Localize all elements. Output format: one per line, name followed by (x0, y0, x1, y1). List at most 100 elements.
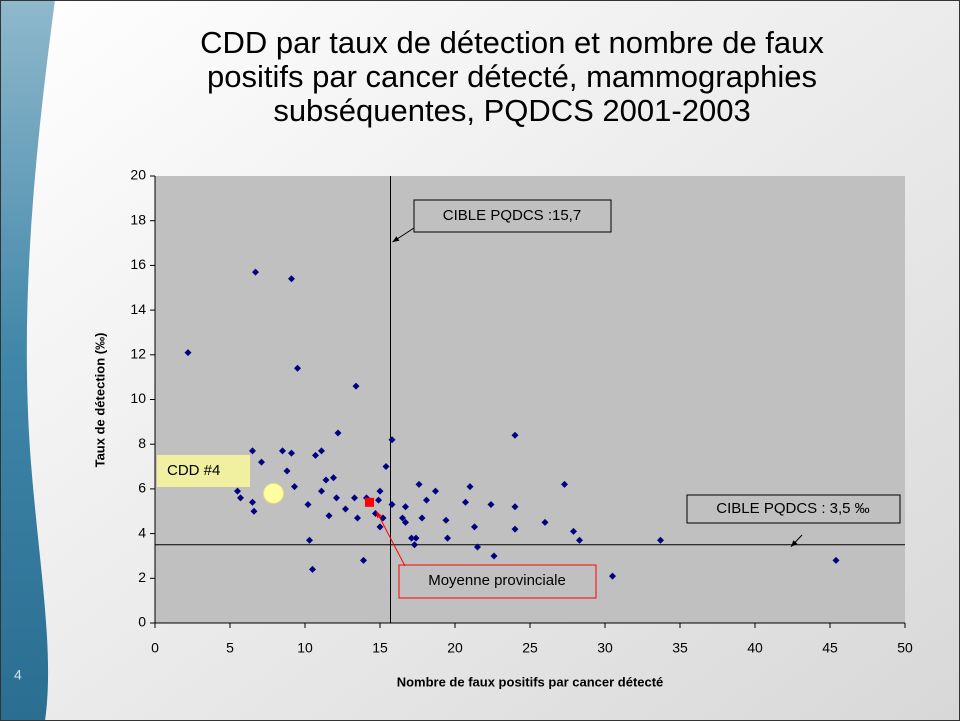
point (411, 541, 418, 549)
point (252, 268, 259, 276)
y-tick-label: 8 (138, 435, 146, 451)
arrow-head (791, 540, 798, 547)
point (388, 436, 396, 444)
y-tick-label: 14 (130, 301, 146, 317)
x-tick-label: 25 (522, 640, 538, 656)
arrow-head (376, 511, 382, 519)
x-axis-label: Nombre de faux positifs par cancer détec… (397, 674, 664, 689)
annotation-box (686, 494, 901, 524)
x-tick-label: 50 (897, 640, 913, 656)
point (466, 483, 474, 491)
point (288, 449, 295, 457)
point (249, 498, 256, 506)
point (294, 364, 301, 372)
point (570, 527, 577, 535)
point (279, 447, 286, 455)
point (412, 534, 420, 542)
annotation-arrow (376, 511, 406, 567)
point (334, 429, 342, 437)
point (322, 476, 330, 484)
point (418, 514, 426, 522)
point (306, 536, 313, 544)
x-tick-label: 10 (297, 640, 313, 656)
annotation-label: CIBLE PQDCS :15,7 (443, 207, 581, 224)
y-tick-label: 12 (130, 346, 146, 362)
point (402, 503, 409, 511)
point (832, 556, 840, 564)
point (325, 512, 333, 520)
point (471, 523, 478, 531)
annotation-box (413, 199, 612, 233)
point (423, 496, 430, 504)
point (184, 349, 192, 357)
point (234, 487, 241, 495)
point (351, 494, 358, 502)
point (490, 552, 498, 560)
x-tick-label: 35 (672, 640, 688, 656)
point (318, 487, 325, 495)
point (408, 534, 415, 542)
point (342, 505, 349, 513)
point (541, 518, 549, 526)
annotation-label: CDD #4 (167, 462, 220, 479)
x-tick-label: 0 (151, 640, 159, 656)
average-point (365, 497, 374, 507)
point (444, 534, 451, 542)
annotation-label: CIBLE PQDCS : 3,5 ‰ (716, 500, 869, 517)
x-tick-label: 40 (747, 640, 763, 656)
point (250, 507, 258, 515)
point (375, 496, 382, 504)
point (318, 447, 325, 455)
point (258, 458, 265, 466)
chart-title: CDD par taux de détection et nombre de f… (200, 25, 824, 60)
point (312, 451, 319, 459)
annotation-box (398, 564, 597, 599)
annotation-label: Moyenne provinciale (428, 572, 566, 589)
x-tick-label: 15 (372, 640, 388, 656)
point (576, 536, 583, 544)
y-tick-label: 6 (138, 480, 146, 496)
point (511, 431, 519, 439)
point (415, 480, 423, 488)
plot-area (155, 176, 905, 623)
point (352, 382, 360, 390)
decoration (0, 0, 55, 721)
annotation-box (157, 455, 250, 487)
y-tick-label: 16 (130, 256, 146, 272)
point (288, 275, 295, 283)
point (511, 525, 519, 533)
y-tick-label: 18 (130, 211, 146, 227)
y-tick-label: 2 (138, 569, 146, 585)
chart-title: subséquentes, PQDCS 2001-2003 (273, 93, 750, 128)
point (237, 494, 244, 502)
point (354, 514, 361, 522)
point (309, 565, 316, 573)
point (432, 487, 439, 495)
point (399, 514, 406, 522)
point (402, 518, 409, 526)
point (360, 556, 367, 564)
point (442, 516, 450, 524)
y-tick-label: 4 (138, 524, 146, 540)
point (609, 572, 616, 580)
point (249, 447, 256, 455)
arrow-head (392, 236, 400, 242)
point (376, 523, 384, 531)
chart-title: positifs par cancer détecté, mammographi… (207, 59, 817, 94)
point (388, 501, 396, 509)
point (657, 536, 664, 544)
point (487, 501, 495, 509)
point (283, 467, 291, 475)
y-tick-label: 20 (130, 167, 146, 183)
x-tick-label: 45 (822, 640, 838, 656)
x-tick-label: 20 (447, 640, 463, 656)
x-tick-label: 30 (597, 640, 613, 656)
point (382, 463, 390, 471)
y-axis-label: Taux de détection (‰) (92, 333, 107, 468)
point (474, 543, 481, 551)
point (561, 480, 568, 488)
point (376, 487, 384, 495)
point (291, 483, 298, 491)
x-tick-label: 5 (226, 640, 234, 656)
